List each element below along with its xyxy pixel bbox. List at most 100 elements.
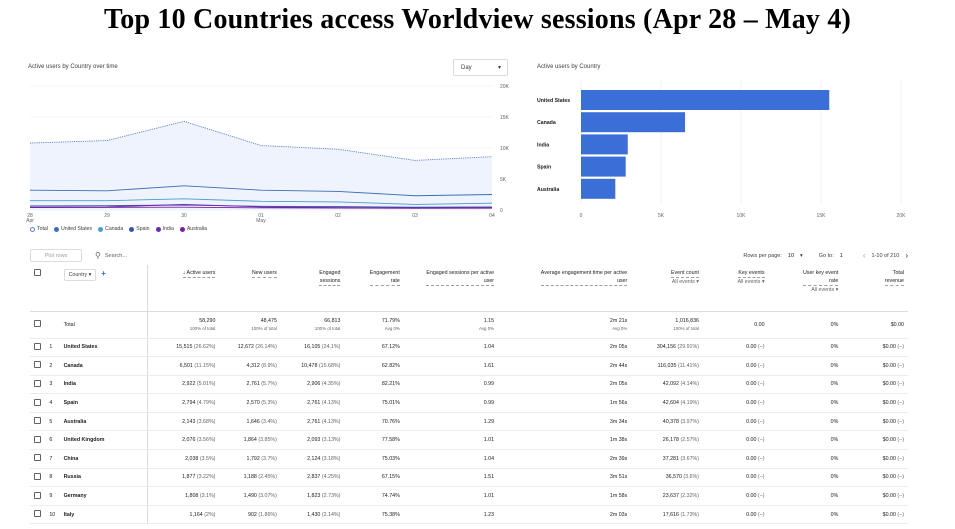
line-chart-legend: Total United States Canada Spain India Austra… [30, 226, 207, 232]
column-header[interactable]: Average engagement time per active user [498, 265, 632, 312]
legend-item[interactable]: Australia [179, 226, 207, 232]
column-header[interactable]: Total revenue [842, 265, 908, 312]
column-header[interactable]: Engaged sessions [280, 265, 345, 312]
row-checkbox[interactable] [34, 320, 41, 327]
engaged-sessions-cell: 16,105 (24.1%) [280, 338, 345, 358]
legend-item[interactable]: Spain [129, 226, 150, 232]
table-row[interactable]: 3 India 2,922 (5.01%) 2,761 (5.7%) 2,906… [30, 375, 908, 395]
y-tick-label: 20K [500, 84, 510, 90]
granularity-value: Day [461, 65, 472, 71]
data-table: Country ▾ + ↓ Active users New users Engage… [30, 265, 908, 525]
line-chart-title: Active users by Country over time [28, 64, 118, 70]
row-checkbox[interactable] [34, 510, 41, 518]
column-header[interactable]: User key event rate All events ▾ [768, 265, 843, 312]
table-row[interactable]: 2 Canada 6,501 (11.15%) 4,312 (8.9%) 10,… [30, 356, 908, 376]
x-tick-label: 0 [580, 213, 583, 219]
row-checkbox[interactable] [34, 398, 41, 406]
row-checkbox[interactable] [34, 491, 41, 499]
legend-item[interactable]: United States [53, 226, 92, 232]
row-index: 3 [45, 375, 60, 395]
active-users-cell: 2,038 (3.5%) [147, 449, 220, 469]
row-checkbox[interactable] [34, 417, 41, 425]
table-row[interactable]: 8 Russia 1,877 (3.22%) 1,188 (2.45%) 2,8… [30, 468, 908, 488]
search-input[interactable]: Search... [104, 253, 127, 259]
event-filter-select[interactable]: All events ▾ [671, 279, 699, 285]
row-checkbox[interactable] [34, 379, 41, 387]
user-key-event-rate-cell: 0% [768, 468, 843, 488]
row-checkbox[interactable] [34, 342, 41, 350]
table-row[interactable]: 1 United States 15,515 (26.62%) 12,672 (… [30, 338, 908, 358]
column-header-label: Key events [738, 270, 765, 278]
column-header[interactable]: Event count All events ▾ [631, 265, 703, 312]
table-row[interactable]: 9 Germany 1,808 (3.1%) 1,490 (3.07%) 1,8… [30, 486, 908, 506]
prev-page-icon[interactable]: ‹ [862, 251, 866, 260]
row-checkbox[interactable] [34, 435, 41, 443]
legend-item[interactable]: Canada [98, 226, 123, 232]
event-filter-select[interactable]: All events ▾ [811, 287, 839, 293]
table-row[interactable]: 10 Italy 1,164 (2%) 902 (1.86%) 1,430 (2… [30, 505, 908, 525]
engaged-sessions-cell: 10,478 (15.68%) [280, 356, 345, 376]
legend-item[interactable]: Total [30, 226, 48, 232]
bar[interactable] [581, 178, 616, 199]
new-users-cell: 2,761 (5.7%) [219, 375, 281, 395]
legend-dot-icon [155, 226, 161, 232]
column-header-label: User key event rate [802, 270, 839, 286]
column-header[interactable]: New users [219, 265, 281, 312]
bar[interactable] [581, 156, 626, 177]
column-header[interactable]: Engaged sessions per active user [403, 265, 499, 312]
new-users-cell: 1,792 (3.7%) [219, 449, 281, 469]
table-row[interactable]: 4 Spain 2,794 (4.79%) 2,570 (5.3%) 2,761… [30, 393, 908, 413]
column-header[interactable]: Engagement rate [344, 265, 404, 312]
row-index: 4 [45, 393, 60, 413]
column-header[interactable]: Key events All events ▾ [702, 265, 769, 312]
active-users-cell: 1,164 (2%) [147, 505, 220, 525]
engaged-sessions-cell: 2,761 (4.13%) [280, 393, 345, 413]
row-checkbox[interactable] [34, 472, 41, 480]
avg-engagement-time-cell: 2m 44s [498, 356, 632, 376]
chevron-down-icon[interactable]: ▾ [800, 252, 803, 259]
column-header[interactable]: ↓ Active users [147, 265, 220, 312]
page-title: Top 10 Countries access Worldview sessio… [103, 4, 852, 35]
search-box[interactable]: ⚲ Search... [95, 251, 127, 260]
series-line-spain [29, 204, 493, 208]
row-index: 6 [45, 430, 60, 451]
bar[interactable] [581, 112, 686, 133]
add-dimension-icon[interactable]: + [101, 269, 106, 278]
bar-category-label: Australia [537, 187, 559, 193]
bar[interactable] [581, 90, 830, 110]
sessions-per-user-cell: 1.29 [403, 412, 499, 432]
total-revenue-cell: $0.00 (−) [842, 449, 908, 469]
series-line-united-states [29, 185, 493, 197]
row-checkbox[interactable] [34, 361, 41, 369]
event-filter-select[interactable]: All events ▾ [737, 279, 765, 285]
new-users-cell: 902 (1.86%) [219, 505, 281, 525]
total-revenue-cell: $0.00 (−) [842, 375, 908, 395]
legend-item[interactable]: India [155, 226, 174, 232]
x-tick-label: 20K [897, 213, 907, 219]
bar[interactable] [581, 134, 628, 155]
avg-engagement-time-cell: 1m 38s [498, 430, 632, 451]
rows-per-page-select[interactable]: 10 [787, 252, 795, 259]
next-page-icon[interactable]: › [905, 251, 908, 260]
table-row[interactable]: 7 China 2,038 (3.5%) 1,792 (3.7%) 2,124 … [30, 449, 908, 469]
total-cell: 0% [768, 311, 843, 339]
y-tick-label: 10K [500, 146, 510, 152]
new-users-cell: 2,570 (5.3%) [219, 393, 281, 413]
goto-input[interactable]: 1 [839, 252, 843, 259]
column-header-label: Total revenue [884, 270, 904, 286]
column-header-label: Event count [671, 270, 699, 278]
column-header-label: Average engagement time per active user [540, 270, 628, 286]
dimension-select[interactable]: Country ▾ [63, 269, 97, 281]
column-header-label: Engaged sessions [319, 270, 341, 286]
table-row[interactable]: 6 United Kingdom 2,076 (3.56%) 1,864 (3.… [30, 430, 908, 451]
row-checkbox[interactable] [34, 454, 41, 462]
table-row[interactable]: 5 Australia 2,143 (3.68%) 1,646 (3.4%) 2… [30, 412, 908, 432]
plot-rows-button[interactable]: Plot rows [30, 249, 82, 262]
granularity-select[interactable]: Day ▾ [453, 59, 508, 76]
new-users-cell: 4,312 (8.9%) [219, 356, 281, 376]
select-all-checkbox[interactable] [34, 269, 41, 276]
engaged-sessions-cell: 2,906 (4.35%) [280, 375, 345, 395]
new-users-cell: 1,864 (3.85%) [219, 430, 281, 451]
total-revenue-cell: $0.00 (−) [842, 412, 908, 432]
